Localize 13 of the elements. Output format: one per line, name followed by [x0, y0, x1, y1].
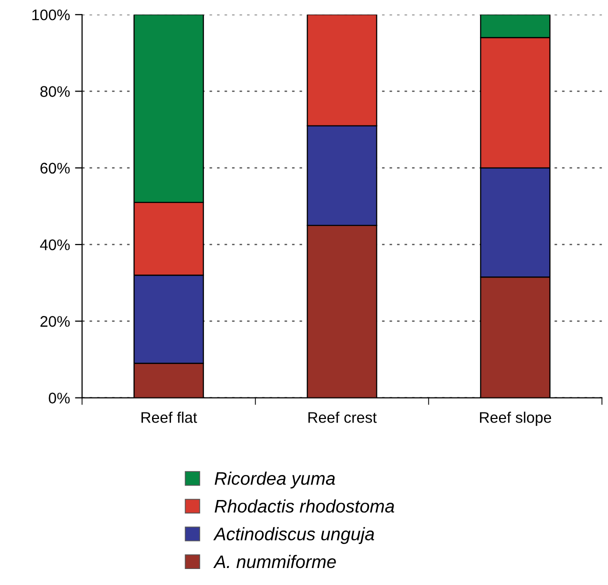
y-tick-label: 80%	[40, 86, 70, 97]
x-tick-label: Reef flat	[142, 412, 198, 423]
legend-label: Ricordea yuma	[214, 472, 335, 488]
y-tick-label: 60%	[40, 162, 70, 174]
x-tick-label: Reef crest	[308, 412, 377, 423]
legend-label: A. nummiforme	[213, 554, 336, 568]
y-tick-label: 40%	[40, 239, 70, 250]
legend-label: Rhodactis rhodostoma	[214, 499, 394, 513]
y-tick-label: 20%	[40, 316, 70, 327]
legend-label: Actinodiscus unguja	[213, 527, 374, 544]
x-tick-label: Reef slope	[480, 412, 552, 426]
y-tick-label: 100%	[32, 9, 70, 20]
y-tick-label: 0%	[48, 392, 70, 404]
